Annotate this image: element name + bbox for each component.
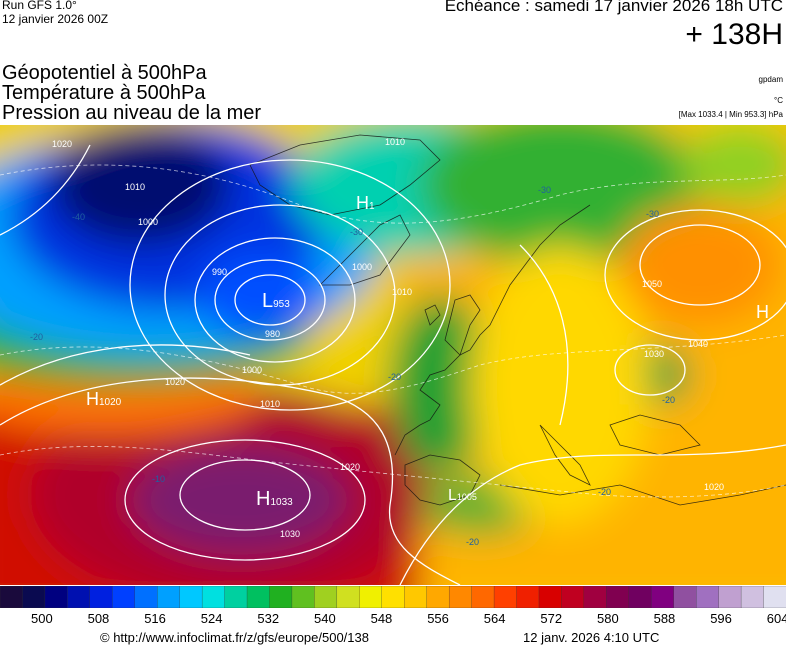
svg-text:-30: -30 xyxy=(538,185,551,195)
run-date: 12 janvier 2026 00Z xyxy=(2,12,109,26)
title-temperature: Température à 500hPa xyxy=(2,82,206,104)
color-scale-swatch xyxy=(246,586,271,608)
color-scale-swatch xyxy=(404,586,428,608)
svg-text:-30: -30 xyxy=(646,209,659,219)
color-scale-tick-label: 516 xyxy=(144,611,166,626)
svg-text:980: 980 xyxy=(265,329,280,339)
color-scale-tick-label: 548 xyxy=(370,611,393,626)
color-scale-swatch xyxy=(112,586,136,608)
color-scale-swatch xyxy=(673,586,697,608)
svg-text:1010: 1010 xyxy=(385,137,405,147)
svg-text:-20: -20 xyxy=(598,487,611,497)
color-scale-swatch xyxy=(201,586,226,608)
color-scale-tick-label: 564 xyxy=(483,611,506,626)
color-scale-swatch xyxy=(22,586,46,608)
title-geopotential: Géopotentiel à 500hPa xyxy=(2,62,207,84)
color-scale-swatch xyxy=(606,586,630,608)
color-scale-swatch xyxy=(134,586,158,608)
color-scale-tick-label: 540 xyxy=(314,611,336,626)
color-scale-swatch xyxy=(538,586,563,608)
color-scale-swatch xyxy=(44,586,69,608)
footer-timestamp: 12 janv. 2026 4:10 UTC xyxy=(523,630,660,645)
color-scale-swatch xyxy=(628,586,652,608)
color-scale-swatch xyxy=(67,586,91,608)
svg-text:1040: 1040 xyxy=(688,339,708,349)
color-scale-tick-label: 580 xyxy=(597,611,619,626)
color-scale-swatch xyxy=(471,586,495,608)
temperature-field xyxy=(0,125,786,585)
color-scale-swatch xyxy=(493,586,518,608)
svg-text:-20: -20 xyxy=(388,372,401,382)
color-scale-swatch xyxy=(336,586,360,608)
svg-text:1020: 1020 xyxy=(52,139,72,149)
svg-text:1020: 1020 xyxy=(704,482,724,492)
low-center-1005: L1005 xyxy=(448,487,477,504)
color-scale-swatch xyxy=(359,586,383,608)
color-scale-swatch xyxy=(314,586,338,608)
svg-text:-20: -20 xyxy=(466,537,479,547)
svg-text:-10: -10 xyxy=(152,474,165,484)
high-center-east: H xyxy=(756,302,769,322)
color-scale-swatch xyxy=(426,586,450,608)
color-scale-tick-label: 500 xyxy=(31,611,53,626)
unit-gpdam: gpdam xyxy=(758,75,783,84)
run-label: Run GFS 1.0° xyxy=(2,0,77,12)
lead-time: + 138H xyxy=(685,18,783,51)
color-scale-tick-label: 508 xyxy=(87,611,110,626)
color-scale-tick-label: 524 xyxy=(200,611,223,626)
color-scale-swatch xyxy=(291,586,316,608)
color-scale-swatch xyxy=(561,586,585,608)
color-scale-swatch xyxy=(157,586,181,608)
color-scale-swatch xyxy=(696,586,720,608)
color-scale-swatch xyxy=(740,586,765,608)
color-scale-swatch xyxy=(448,586,473,608)
isobar-labels: 1020 1010 1000 990 980 1000 1010 1000 10… xyxy=(52,137,724,539)
color-scale-tick-label: 556 xyxy=(427,611,449,626)
title-pressure: Pression au niveau de la mer xyxy=(2,102,262,124)
svg-text:-30: -30 xyxy=(350,227,363,237)
svg-text:1050: 1050 xyxy=(642,279,662,289)
footer-url[interactable]: © http://www.infoclimat.fr/z/gfs/europe/… xyxy=(100,630,369,645)
svg-text:1000: 1000 xyxy=(138,217,158,227)
svg-text:-40: -40 xyxy=(72,212,85,222)
color-scale-swatch xyxy=(0,586,24,608)
color-scale-swatch xyxy=(89,586,113,608)
pressure-range: [Max 1033.4 | Min 953.3] hPa xyxy=(678,110,783,119)
color-scale-bar xyxy=(0,586,786,608)
svg-text:1010: 1010 xyxy=(125,182,145,192)
svg-text:1000: 1000 xyxy=(242,365,262,375)
color-scale-swatch xyxy=(718,586,742,608)
svg-text:1030: 1030 xyxy=(644,349,664,359)
svg-text:1010: 1010 xyxy=(260,399,280,409)
unit-celsius: °C xyxy=(774,96,783,105)
color-scale-swatch xyxy=(381,586,405,608)
svg-text:1010: 1010 xyxy=(392,287,412,297)
svg-text:1030: 1030 xyxy=(280,529,300,539)
isobars xyxy=(0,144,786,585)
color-scale-swatch xyxy=(651,586,675,608)
color-scale-tick-label: 532 xyxy=(257,611,280,626)
temp-labels: -30 -40 -30 -20 -30 -20 -10 -20 -20 -20 xyxy=(30,185,675,547)
color-scale-ticks: 500 508 516 524 532 540 548 556 564 572 580 588 596 6… xyxy=(0,611,786,627)
color-scale-tick-label: 588 xyxy=(653,611,676,626)
color-scale-swatch xyxy=(516,586,540,608)
svg-text:-20: -20 xyxy=(30,332,43,342)
color-scale-swatch xyxy=(583,586,608,608)
svg-text:990: 990 xyxy=(212,267,227,277)
echeance-label: Echéance : samedi 17 janvier 2026 18h UT… xyxy=(444,0,783,15)
color-scale-tick-label: 604 xyxy=(766,611,786,626)
isotherms xyxy=(0,164,786,498)
svg-text:1020: 1020 xyxy=(165,377,185,387)
svg-text:-20: -20 xyxy=(662,395,675,405)
weather-map: L953 H1033 H1020 H1 H L1005 1020 1010 10… xyxy=(0,125,786,585)
color-scale-tick-label: 596 xyxy=(710,611,732,626)
color-scale-swatch xyxy=(179,586,203,608)
color-scale-swatch xyxy=(224,586,248,608)
color-scale-swatch xyxy=(269,586,293,608)
color-scale-tick-label: 572 xyxy=(540,611,563,626)
coastlines xyxy=(249,134,786,506)
svg-text:1020: 1020 xyxy=(340,462,360,472)
svg-text:1000: 1000 xyxy=(352,262,372,272)
color-scale-swatch xyxy=(763,586,786,608)
